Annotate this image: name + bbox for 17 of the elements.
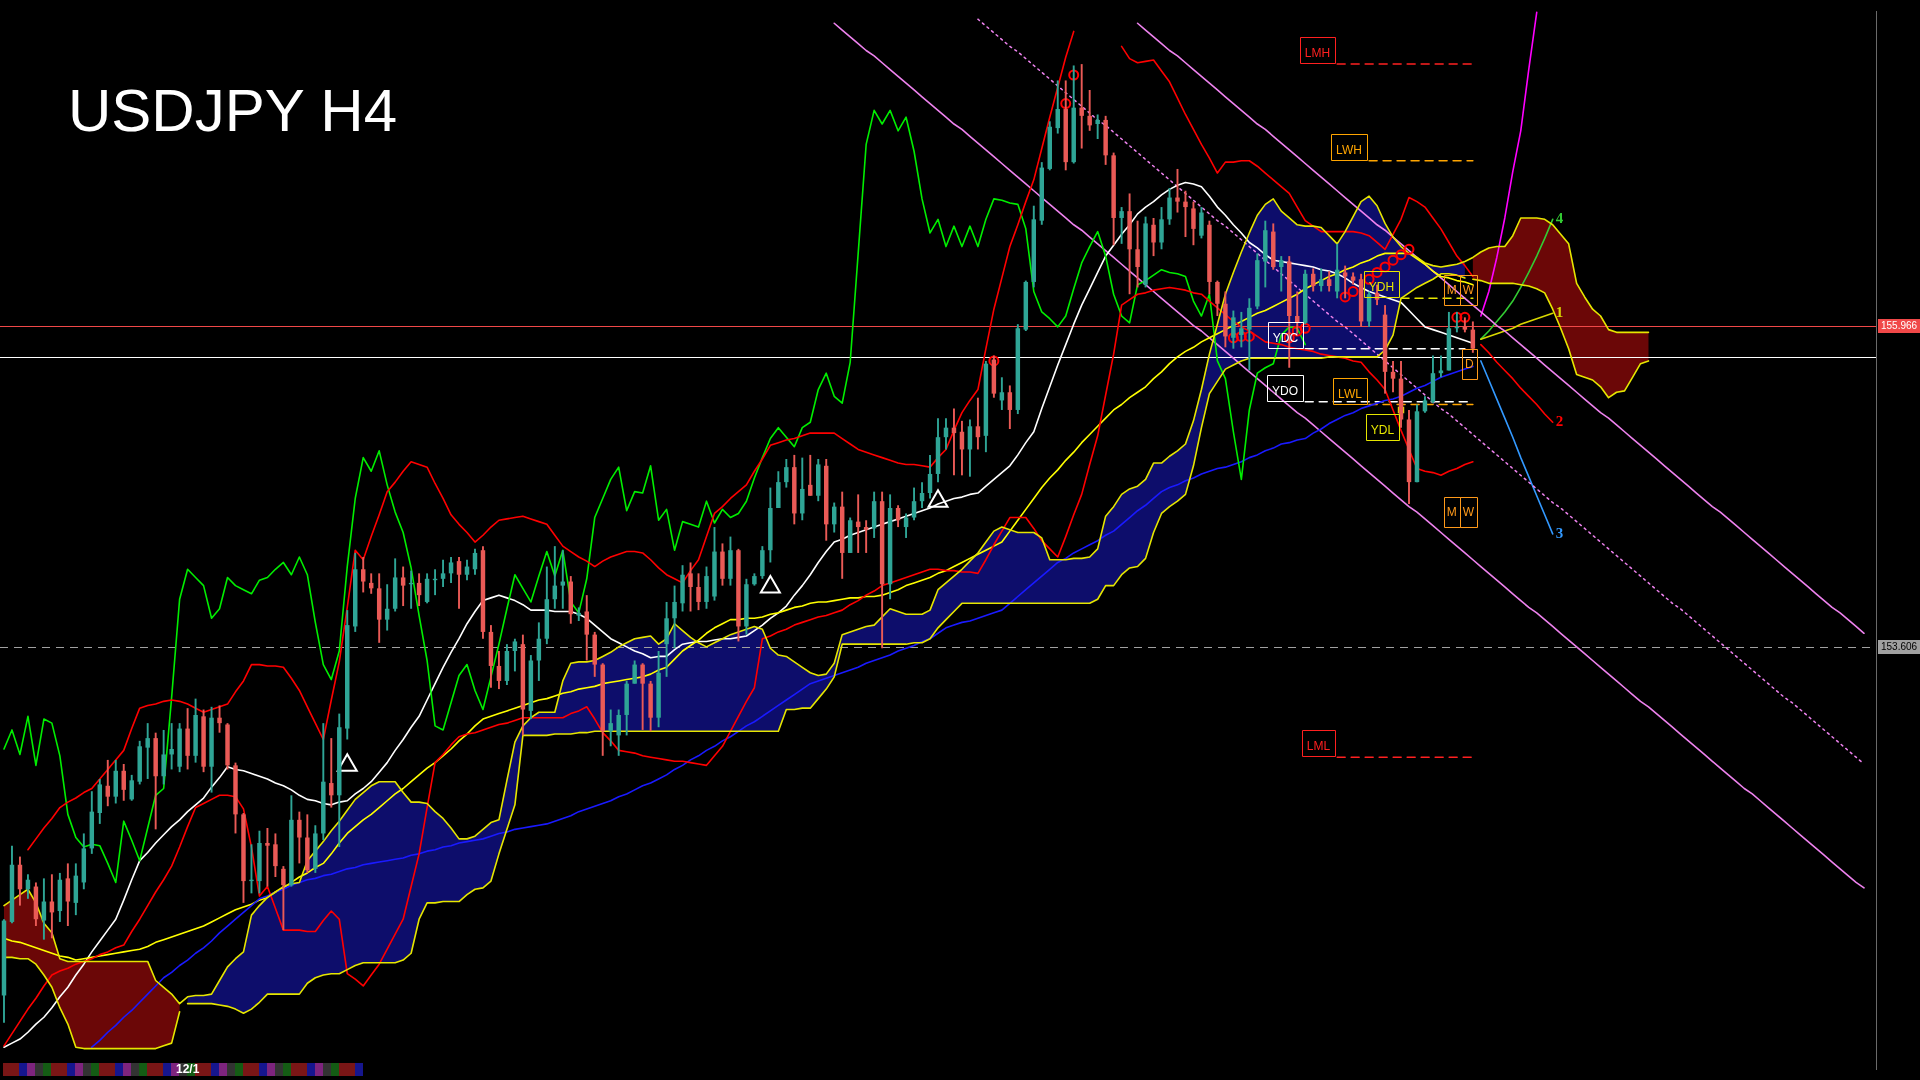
annotation: W	[1462, 505, 1475, 520]
series-label: 2	[1555, 413, 1564, 430]
series-label: LWH	[1336, 143, 1362, 158]
series-label: 1	[1555, 304, 1564, 321]
series-label: LMH	[1304, 46, 1331, 61]
series-label: YDO	[1271, 384, 1299, 399]
series-label: LWL	[1338, 387, 1363, 402]
series-label: YDL	[1370, 423, 1395, 438]
series-label: 4	[1555, 210, 1564, 227]
series-label: LML	[1306, 739, 1331, 754]
annotation: 12/1	[176, 1062, 200, 1077]
series-label: 3	[1555, 524, 1564, 541]
annotation: M	[1446, 505, 1457, 520]
text: USDJPY H4	[68, 76, 398, 145]
y-tick-label: 153.606	[1881, 641, 1918, 653]
y-tick-label: 155.966	[1881, 319, 1918, 331]
annotation: W	[1462, 283, 1475, 298]
